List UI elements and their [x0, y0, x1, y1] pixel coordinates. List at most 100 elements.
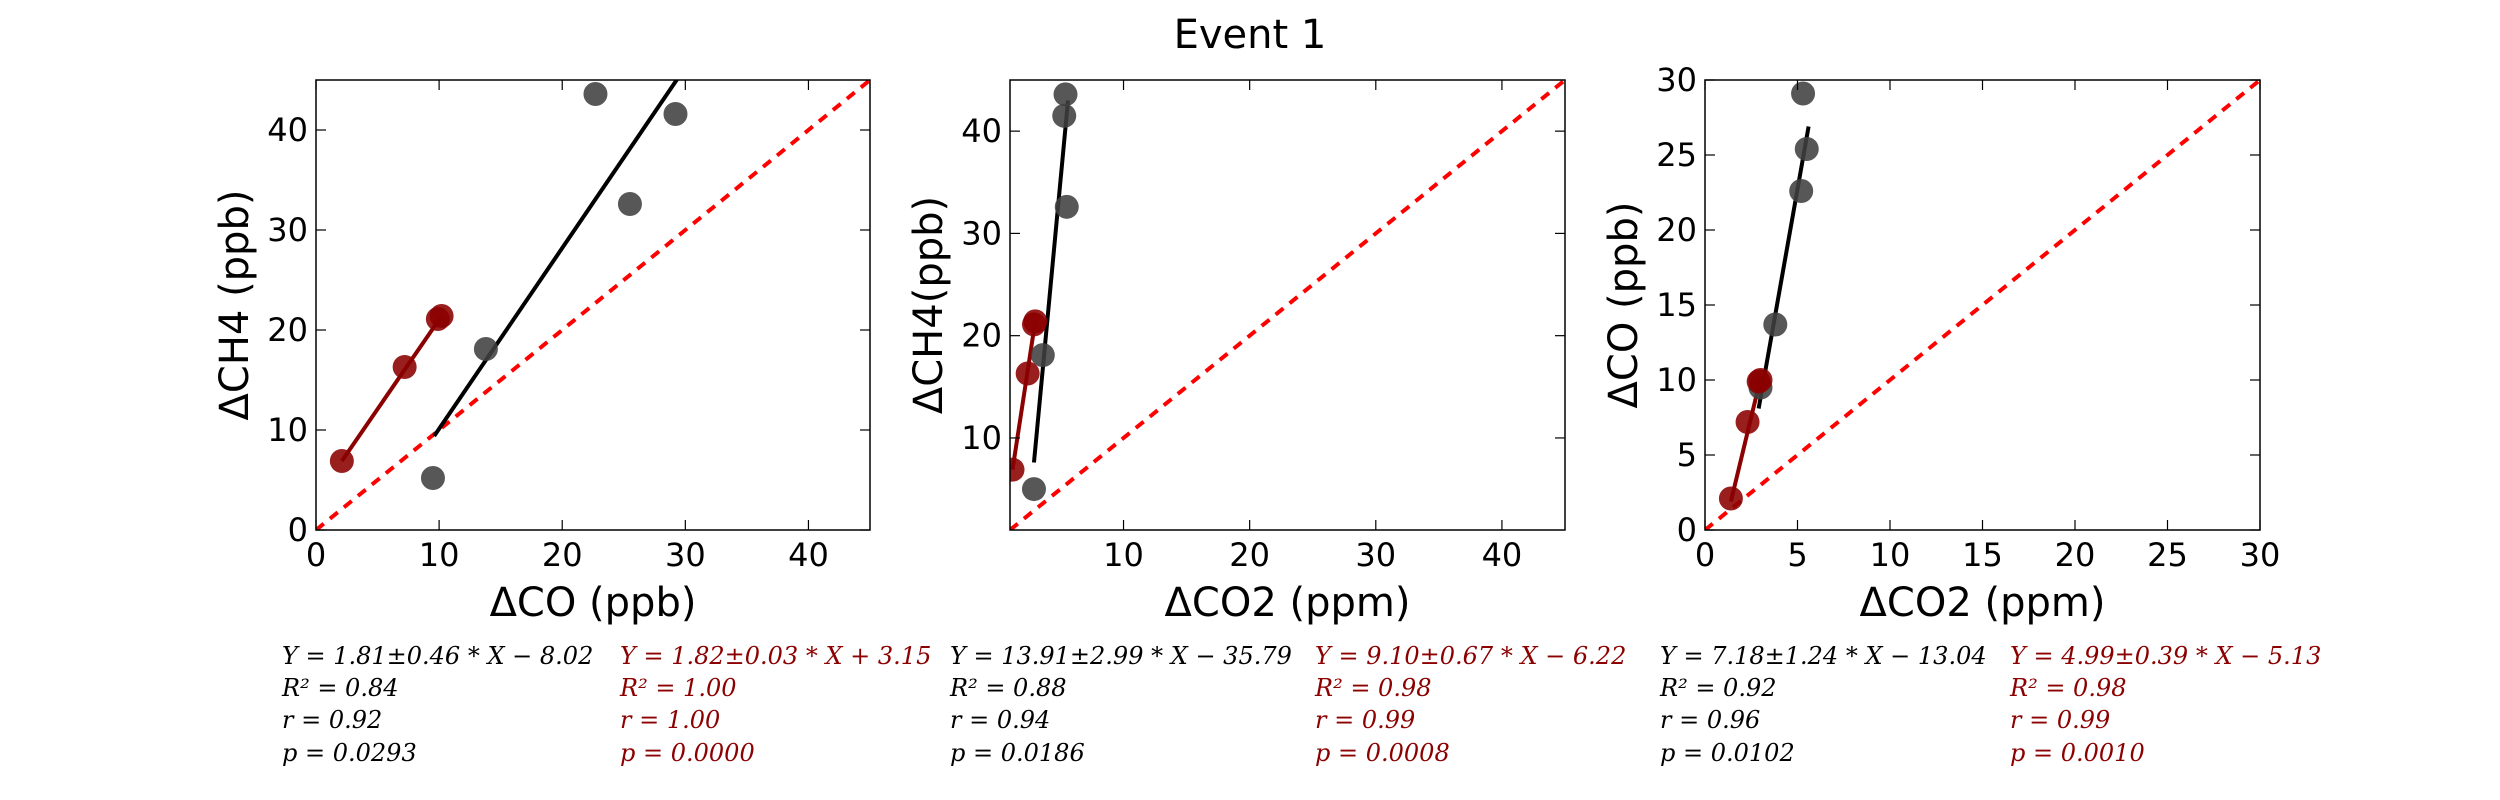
- y-tick-label: 30: [267, 211, 308, 249]
- black-point-3: [1789, 179, 1814, 203]
- x-tick-label: 40: [1482, 536, 1523, 574]
- black-point-4: [1791, 81, 1816, 106]
- x-tick-label: 30: [1355, 536, 1396, 574]
- y-tick-label: 25: [1656, 136, 1697, 174]
- x-tick-label: 10: [1103, 536, 1144, 574]
- black-point-5: [1794, 137, 1819, 161]
- red-stat-line-3: r = 0.99: [1315, 706, 1415, 734]
- y-axis-label: ΔCH4(ppb): [906, 196, 952, 414]
- black-point-2: [473, 337, 498, 361]
- y-tick-label: 10: [1656, 361, 1697, 399]
- black-stat-line-1: Y = 13.91±2.99 * X − 35.79: [950, 642, 1292, 670]
- black-stat-line-4: p = 0.0186: [950, 739, 1085, 767]
- axes-frame: [1704, 79, 2261, 531]
- x-axis-label: ΔCO (ppb): [490, 580, 697, 626]
- red-point-1: [1718, 486, 1743, 511]
- y-tick-label: 15: [1656, 286, 1697, 324]
- y-tick-label: 20: [267, 311, 308, 349]
- black-stat-line-3: r = 0.96: [1660, 706, 1760, 734]
- black-point-2: [1030, 343, 1055, 368]
- black-fit-line: [1756, 126, 1811, 409]
- red-stat-line-4: p = 0.0010: [2010, 739, 2145, 767]
- x-tick-label: 5: [1787, 536, 1807, 574]
- one-to-one-line: [1010, 80, 1565, 530]
- x-tick-label: 0: [306, 536, 326, 574]
- chart-panel-2: 10 20 30 40 10 20 30 40 ΔCO2 (ppm) ΔCH4(ppb) Y = 1…: [906, 79, 1626, 767]
- chart-panel-3: 0 5 10 15 20 25 30 0 5 10 15 20 25 30 ΔCO2 (ppm) ΔCO (p…: [1601, 61, 2321, 767]
- y-tick-label: 40: [961, 112, 1002, 150]
- axes-frame: [315, 79, 871, 531]
- y-tick-label: 30: [961, 214, 1002, 252]
- black-point-5: [663, 102, 688, 126]
- x-tick-label: 20: [2055, 536, 2096, 574]
- black-point-2: [1763, 312, 1788, 337]
- black-point-4: [1052, 103, 1077, 128]
- black-stat-line-1: Y = 1.81±0.46 * X − 8.02: [282, 642, 593, 670]
- y-axis-label: ΔCH4 (ppb): [212, 190, 258, 421]
- red-point-4: [429, 304, 454, 328]
- red-stat-line-3: r = 1.00: [620, 706, 720, 734]
- black-stat-line-2: R² = 0.88: [949, 674, 1067, 702]
- x-tick-label: 40: [788, 536, 829, 574]
- black-point-4: [617, 192, 642, 216]
- red-stat-line-4: p = 0.0008: [1315, 739, 1450, 767]
- y-tick-label: 40: [267, 111, 308, 149]
- red-stat-line-1: Y = 1.82±0.03 * X + 3.15: [620, 642, 931, 670]
- black-stat-line-1: Y = 7.18±1.24 * X − 13.04: [1660, 642, 1987, 670]
- x-tick-label: 10: [419, 536, 460, 574]
- one-to-one-line: [1705, 80, 2260, 530]
- red-stat-line-4: p = 0.0000: [620, 739, 755, 767]
- black-stat-line-2: R² = 0.84: [281, 674, 399, 702]
- x-tick-label: 20: [542, 536, 583, 574]
- y-tick-label: 0: [1677, 511, 1697, 549]
- black-point-5: [1054, 194, 1079, 219]
- plot-area: [1010, 80, 1565, 530]
- y-tick-label: 20: [961, 317, 1002, 355]
- plot-area: [1705, 80, 2260, 530]
- y-tick-label: 0: [288, 511, 308, 549]
- x-axis-label: ΔCO2 (ppm): [1165, 580, 1411, 626]
- red-stat-line-2: R² = 1.00: [619, 674, 737, 702]
- red-point-4: [1748, 368, 1773, 392]
- one-to-one-line: [316, 80, 870, 530]
- red-fit-line: [1728, 378, 1763, 502]
- red-point-1: [329, 449, 354, 473]
- black-point-1: [420, 466, 445, 490]
- red-stat-line-2: R² = 0.98: [1314, 674, 1432, 702]
- plot-area: [316, 80, 870, 530]
- x-tick-label: 0: [1695, 536, 1715, 574]
- black-stat-line-3: r = 0.92: [282, 706, 382, 734]
- red-stat-line-3: r = 0.99: [2010, 706, 2110, 734]
- figure-title: Event 1: [1174, 12, 1327, 58]
- axes-frame: [1009, 79, 1566, 531]
- x-tick-label: 30: [665, 536, 706, 574]
- x-tick-label: 20: [1229, 536, 1270, 574]
- black-fit-line: [1031, 100, 1071, 463]
- x-tick-label: 15: [1962, 536, 2003, 574]
- black-point-3: [583, 82, 608, 106]
- y-tick-label: 5: [1677, 436, 1697, 474]
- black-stat-line-4: p = 0.0293: [282, 739, 417, 767]
- y-tick-label: 10: [961, 419, 1002, 457]
- red-point-4: [1023, 309, 1048, 334]
- y-axis-label: ΔCO (ppb): [1601, 202, 1647, 409]
- x-tick-label: 25: [2147, 536, 2188, 574]
- black-stat-line-4: p = 0.0102: [1660, 739, 1795, 767]
- red-point-2: [1735, 410, 1760, 434]
- panels: 0 10 20 30 40 0 10 20 30 40 ΔCO (ppb) ΔCH4 (ppb) Y =…: [212, 61, 2321, 767]
- y-tick-label: 20: [1656, 211, 1697, 249]
- red-point-2: [392, 355, 417, 379]
- black-fit-line: [432, 80, 680, 438]
- red-stat-line-1: Y = 9.10±0.67 * X − 6.22: [1315, 642, 1626, 670]
- black-stat-line-3: r = 0.94: [950, 706, 1050, 734]
- x-axis-label: ΔCO2 (ppm): [1860, 580, 2106, 626]
- x-tick-label: 10: [1870, 536, 1911, 574]
- red-point-2: [1015, 361, 1040, 386]
- x-tick-label: 30: [2240, 536, 2281, 574]
- y-tick-label: 30: [1656, 61, 1697, 99]
- black-stat-line-2: R² = 0.92: [1659, 674, 1777, 702]
- red-point-1: [1010, 457, 1025, 482]
- red-stat-line-2: R² = 0.98: [2009, 674, 2127, 702]
- red-stat-line-1: Y = 4.99±0.39 * X − 5.13: [2010, 642, 2321, 670]
